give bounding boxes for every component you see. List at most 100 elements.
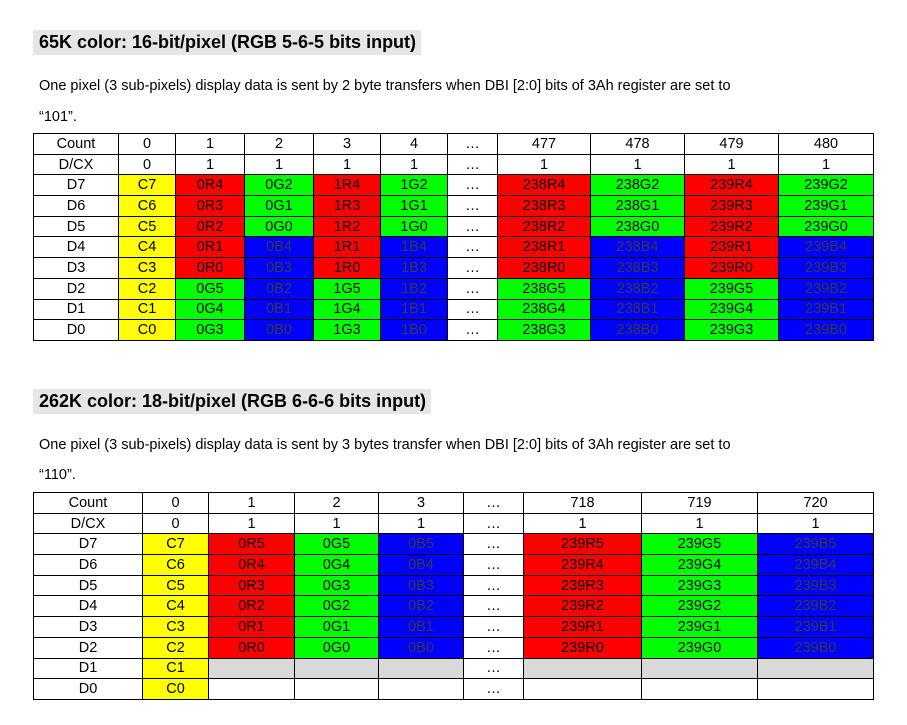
heading: 262K color: 18-bit/pixel (RGB 6-6-6 bits…: [33, 389, 432, 414]
table-cell: 238G3: [497, 319, 591, 341]
table-cell: 238R1: [497, 236, 591, 259]
table-cell: 239G0: [778, 215, 874, 238]
table-cell: 239R0: [684, 257, 779, 279]
table-row: D7 C7 0R5 0G5 0B5… 239R5 239G5 239B5: [33, 533, 874, 556]
table-cell: 0G2: [244, 174, 314, 197]
table-cell: 0G5: [175, 277, 245, 300]
table-cell: 0B3: [378, 574, 464, 597]
table-cell: 0B2: [244, 277, 314, 300]
table-cell: 478: [590, 133, 685, 155]
table-cell: C6: [142, 554, 209, 576]
table: Count 0 1 2 3… 718 719 720 D/CX 0 1 1 1… 1 1 1 D7 C7 0R5 0G…: [33, 492, 874, 700]
empty-cell: [757, 657, 874, 680]
table-cell: 239B1: [778, 298, 874, 321]
table-cell: 3: [313, 133, 381, 155]
table-cell: 239B1: [757, 616, 874, 638]
table-cell: 1: [378, 512, 464, 535]
table-cell: 1R1: [313, 236, 381, 259]
table-cell: 239B4: [757, 554, 874, 576]
table-row: Count 0 1 2 3… 718 719 720: [33, 492, 874, 514]
table-cell: 0G4: [294, 554, 379, 576]
table-cell: D4: [33, 595, 143, 618]
table-cell: …: [463, 636, 524, 659]
table-cell: 479: [684, 133, 779, 155]
table-cell: 0B4: [244, 236, 314, 259]
empty-cell: [208, 678, 295, 700]
table-cell: 239G4: [641, 554, 758, 576]
table-cell: 238B4: [590, 236, 685, 259]
empty-cell: [378, 678, 464, 700]
paragraph: One pixel (3 sub-pixels) display data is…: [39, 437, 731, 453]
table-cell: 0R1: [175, 236, 245, 259]
table-row: D6 C6 0R4 0G4 0B4… 239R4 239G4 239B4: [33, 554, 874, 576]
table-cell: 0B1: [378, 616, 464, 638]
table-cell: 0R5: [208, 533, 295, 556]
table-cell: 239R5: [523, 533, 642, 556]
table-cell: 239B4: [778, 236, 874, 259]
table-cell: D/CX: [33, 512, 143, 535]
table-cell: D7: [33, 174, 119, 197]
table-cell: 720: [757, 492, 874, 514]
table-row: D2 C2 0R0 0G0 0B0… 239R0 239G0 239B0: [33, 636, 874, 659]
empty-cell: [294, 678, 379, 700]
table-cell: 239R4: [684, 174, 779, 197]
table-row: D4 C4 0R1 0B4 1R1 1B4… 238R1 238B4 239R1 239B4: [33, 236, 874, 259]
table-cell: 0R3: [175, 195, 245, 217]
table-cell: 1B1: [380, 298, 448, 321]
table-cell: …: [447, 298, 498, 321]
table-cell: 0B0: [244, 319, 314, 341]
table-cell: 238G2: [590, 174, 685, 197]
table-cell: 1: [590, 153, 685, 176]
table-row: D0 C0 0G3 0B0 1G3 1B0… 238G3 238B0 239G3 239B0: [33, 319, 874, 341]
table-cell: C5: [142, 574, 209, 597]
table-cell: …: [447, 195, 498, 217]
table-cell: 1: [497, 153, 591, 176]
table-cell: 1: [313, 153, 381, 176]
table-cell: 0B4: [378, 554, 464, 576]
table-cell: …: [447, 236, 498, 259]
table-row: D2 C2 0G5 0B2 1G5 1B2… 238G5 238B2 239G5 239B2: [33, 277, 874, 300]
table-cell: 238R2: [497, 215, 591, 238]
paragraph: “110”.: [39, 467, 76, 483]
table-cell: C6: [118, 195, 176, 217]
table-cell: C1: [142, 657, 209, 680]
table-cell: D0: [33, 319, 119, 341]
table-cell: 0G1: [294, 616, 379, 638]
table-row: D5 C5 0R2 0G0 1R2 1G0… 238R2 238G0 239R2 239G0: [33, 215, 874, 238]
table-cell: 239R2: [684, 215, 779, 238]
table-cell: C3: [118, 257, 176, 279]
table-cell: 239G3: [684, 319, 779, 341]
table-cell: D5: [33, 574, 143, 597]
table-cell: 477: [497, 133, 591, 155]
table-cell: D0: [33, 678, 143, 700]
table-cell: 1: [380, 153, 448, 176]
table-cell: …: [447, 174, 498, 197]
table-cell: 0R1: [208, 616, 295, 638]
table-cell: 239R4: [523, 554, 642, 576]
table-cell: 239G2: [641, 595, 758, 618]
table-cell: D3: [33, 257, 119, 279]
table-cell: 1B4: [380, 236, 448, 259]
table-cell: 1G3: [313, 319, 381, 341]
table-cell: 239G5: [684, 277, 779, 300]
table-cell: 1: [778, 153, 874, 176]
table-cell: 2: [294, 492, 379, 514]
table-cell: 0R2: [208, 595, 295, 618]
table-cell: 238G4: [497, 298, 591, 321]
table-cell: 239R2: [523, 595, 642, 618]
table-cell: D1: [33, 657, 143, 680]
table-cell: …: [463, 657, 524, 680]
table-cell: C2: [142, 636, 209, 659]
table-cell: 239B3: [778, 257, 874, 279]
paragraph: One pixel (3 sub-pixels) display data is…: [39, 78, 731, 94]
table-row: D1 C1 …: [33, 657, 874, 680]
table-cell: …: [463, 512, 524, 535]
table-cell: 1: [175, 133, 245, 155]
table-cell: …: [463, 492, 524, 514]
table-cell: 238B2: [590, 277, 685, 300]
table-row: D3 C3 0R1 0G1 0B1… 239R1 239G1 239B1: [33, 616, 874, 638]
table-cell: 238R0: [497, 257, 591, 279]
table-cell: C4: [118, 236, 176, 259]
table-cell: 0R2: [175, 215, 245, 238]
table-cell: D3: [33, 616, 143, 638]
